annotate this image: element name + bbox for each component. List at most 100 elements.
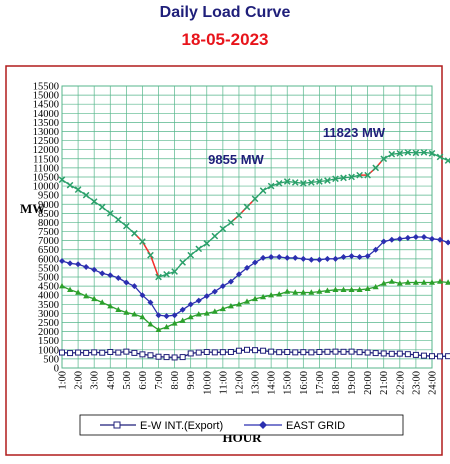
y-tick-label: 3000 [38,309,59,320]
data-point [316,178,323,185]
data-point [219,305,226,312]
data-point [74,186,82,194]
data-point [436,153,444,161]
x-tick-label: 10:00 [202,371,213,395]
data-point [91,295,98,302]
chart-date: 18-05-2023 [181,30,269,49]
y-tick-label: 0 [54,364,59,375]
y-tick-label: 3500 [38,300,59,311]
y-tick-label: 7000 [38,236,59,247]
data-point [211,308,218,314]
data-point [75,261,82,268]
data-point [179,354,186,361]
data-point [372,283,379,290]
data-point [348,173,355,181]
data-point [348,253,355,260]
data-point [115,274,122,281]
data-point [243,203,251,211]
data-point [187,251,195,259]
y-tick-label: 11500 [33,154,59,165]
data-point [404,351,411,358]
data-point [171,312,178,319]
data-point [211,288,218,295]
x-tick-label: 21:00 [379,371,390,395]
data-point [107,302,114,309]
data-point [332,175,339,183]
y-tick-label: 13000 [33,127,59,138]
data-point [364,285,371,292]
data-point [283,178,291,185]
data-point [187,313,194,320]
x-tick-label: 17:00 [315,371,326,395]
data-point [59,349,65,356]
data-point [348,348,355,355]
data-point [340,174,347,182]
data-point [276,349,283,356]
y-tick-label: 5000 [38,273,59,284]
data-point [372,350,379,357]
data-point [429,235,435,242]
data-point [412,351,419,358]
data-point [58,176,66,184]
data-point [396,235,403,242]
data-point [308,256,315,263]
y-tick-label: 12000 [33,145,59,156]
data-point [252,259,259,266]
data-point [203,293,210,300]
y-tick-label: 6500 [38,245,59,256]
data-point [203,310,210,316]
data-point [211,232,219,240]
data-point [235,347,242,354]
x-tick-labels: 1:00 2:00 3:00 4:00 5:00 6:00 7:00 8:00 9:00 10:0… [58,371,439,395]
data-point [195,297,202,304]
y-tick-label: 4500 [38,282,59,293]
legend-box [79,414,404,436]
data-point [83,292,90,299]
data-point [260,293,267,300]
y-axis-label: MW [20,201,45,216]
data-point [115,349,122,356]
data-point [429,353,435,360]
data-point [90,198,98,205]
data-point [372,246,379,253]
data-point [364,349,371,356]
data-point [316,348,323,355]
data-point [131,311,138,317]
x-tick-label: 12:00 [234,371,245,395]
legend-label-east-grid: EAST GRID [286,420,345,432]
data-point [380,238,387,245]
y-tick-label: 8500 [38,209,59,220]
data-point [284,254,291,261]
data-point [260,347,267,354]
y-tick-label: 8000 [38,218,59,229]
data-point [356,254,363,261]
data-point [332,286,339,292]
data-point [219,349,226,356]
data-point [252,295,259,302]
data-point [259,187,267,194]
data-point [82,191,90,199]
data-point [244,346,250,353]
x-tick-label: 13:00 [251,371,262,395]
data-point [284,288,291,294]
data-point [268,292,275,298]
data-point [445,279,450,285]
data-point [179,259,186,266]
data-point [420,234,427,241]
data-point [291,179,299,186]
x-tick-label: 22:00 [395,371,406,395]
data-point [219,225,227,233]
x-tick-label: 18:00 [331,371,342,395]
data-point [67,260,74,267]
peak-segment [133,232,160,278]
data-point [420,279,427,285]
data-point [324,287,331,293]
annotation-min-peak: 9855 MW [208,152,264,167]
data-point [324,177,331,184]
series-0 [59,346,450,361]
data-point [147,352,154,359]
x-tick-label: 3:00 [90,371,101,390]
x-tick-label: 4:00 [106,371,117,390]
data-point [340,254,347,261]
data-point [163,313,170,320]
